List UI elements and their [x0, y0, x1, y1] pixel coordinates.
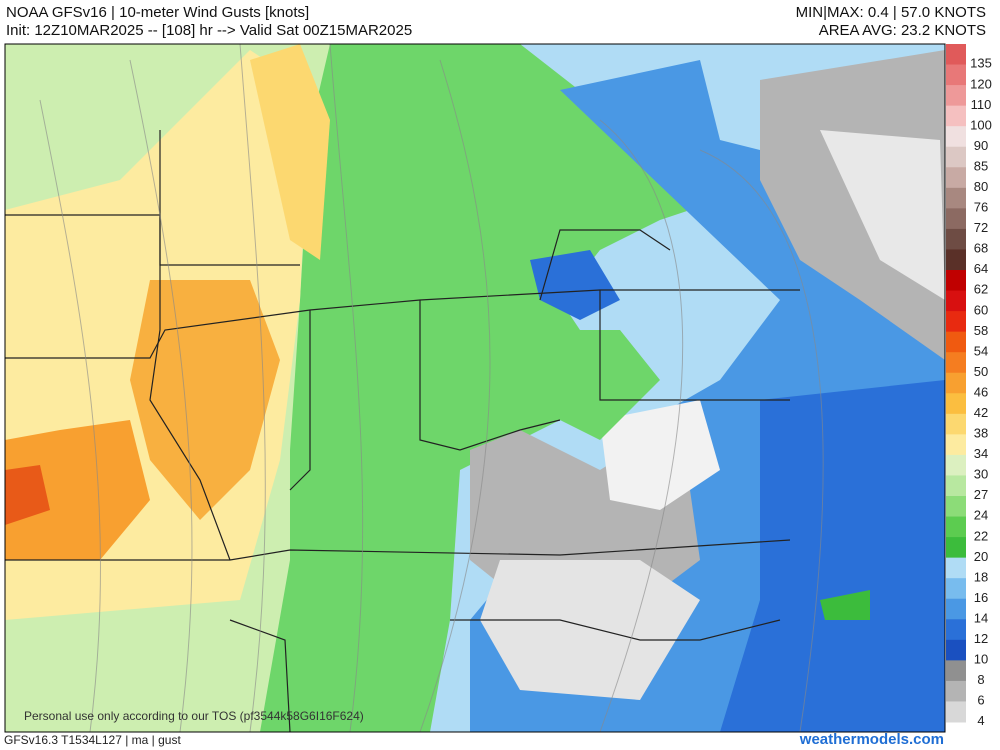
colorbar-label: 34: [974, 446, 988, 461]
colorbar-swatch: [946, 413, 966, 435]
colorbar-label: 110: [971, 97, 992, 112]
colorbar-swatch: [946, 352, 966, 374]
colorbar-swatch: [946, 639, 966, 661]
init-line: Init: 12Z10MAR2025 -- [108] hr --> Valid…: [6, 22, 413, 39]
colorbar-label: 54: [974, 343, 988, 358]
colorbar-swatch: [946, 228, 966, 250]
colorbar-label: 46: [974, 384, 988, 399]
colorbar-swatch: [946, 64, 966, 86]
colorbar-label: 68: [974, 241, 988, 256]
colorbar-label: 58: [974, 323, 988, 338]
min-max: MIN|MAX: 0.4 | 57.0 KNOTS: [795, 4, 986, 21]
colorbar-swatch: [946, 311, 966, 333]
colorbar-label: 38: [974, 426, 988, 441]
colorbar-swatch: [946, 249, 966, 271]
colorbar-swatch: [946, 44, 966, 66]
colorbar-swatch: [946, 290, 966, 312]
colorbar-swatch: [946, 578, 966, 600]
footer-info: GFSv16.3 T1534L127 | ma | gust: [4, 733, 181, 747]
colorbar-label: 60: [974, 302, 988, 317]
colorbar-swatch: [946, 516, 966, 538]
colorbar-label: 135: [970, 56, 992, 71]
colorbar-label: 12: [974, 631, 988, 646]
colorbar: 1351201101009085807672686462605854504642…: [946, 44, 992, 728]
colorbar-swatch: [946, 167, 966, 189]
colorbar-label: 4: [977, 713, 984, 728]
watermark: Personal use only according to our TOS (…: [24, 709, 364, 723]
colorbar-swatch: [946, 270, 966, 292]
colorbar-label: 100: [970, 117, 992, 132]
colorbar-label: 27: [974, 487, 988, 502]
colorbar-label: 18: [974, 569, 988, 584]
colorbar-swatch: [946, 85, 966, 107]
colorbar-swatch: [946, 126, 966, 148]
colorbar-swatch: [946, 537, 966, 559]
colorbar-label: 14: [974, 610, 988, 625]
colorbar-label: 80: [974, 179, 988, 194]
colorbar-swatch: [946, 372, 966, 394]
colorbar-swatch: [946, 557, 966, 579]
colorbar-label: 64: [974, 261, 988, 276]
map-frame: [4, 43, 946, 733]
colorbar-swatch: [946, 475, 966, 497]
colorbar-swatch: [946, 105, 966, 127]
colorbar-label: 16: [974, 590, 988, 605]
colorbar-label: 8: [977, 672, 984, 687]
colorbar-swatch: [946, 660, 966, 682]
colorbar-label: 22: [974, 528, 988, 543]
colorbar-swatch: [946, 680, 966, 702]
colorbar-swatch: [946, 146, 966, 168]
colorbar-label: 120: [970, 76, 992, 91]
colorbar-swatch: [946, 619, 966, 641]
colorbar-label: 20: [974, 549, 988, 564]
site-link[interactable]: weathermodels.com: [799, 731, 944, 748]
map: [5, 44, 945, 732]
title: NOAA GFSv16 | 10-meter Wind Gusts [knots…: [6, 4, 310, 21]
colorbar-swatch: [946, 331, 966, 353]
colorbar-swatch: [946, 454, 966, 476]
colorbar-swatch: [946, 187, 966, 209]
colorbar-swatch: [946, 208, 966, 230]
colorbar-label: 6: [977, 693, 984, 708]
colorbar-swatch: [946, 393, 966, 415]
colorbar-swatch: [946, 701, 966, 723]
colorbar-label: 50: [974, 364, 988, 379]
area-avg: AREA AVG: 23.2 KNOTS: [818, 22, 986, 39]
colorbar-swatch: [946, 496, 966, 518]
colorbar-swatch: [946, 434, 966, 456]
colorbar-label: 30: [974, 467, 988, 482]
colorbar-swatch: [946, 598, 966, 620]
colorbar-label: 76: [974, 200, 988, 215]
colorbar-label: 62: [974, 282, 988, 297]
colorbar-label: 10: [974, 652, 988, 667]
colorbar-label: 42: [974, 405, 988, 420]
colorbar-label: 72: [974, 220, 988, 235]
colorbar-label: 90: [974, 138, 988, 153]
colorbar-label: 24: [974, 508, 988, 523]
colorbar-label: 85: [974, 158, 988, 173]
